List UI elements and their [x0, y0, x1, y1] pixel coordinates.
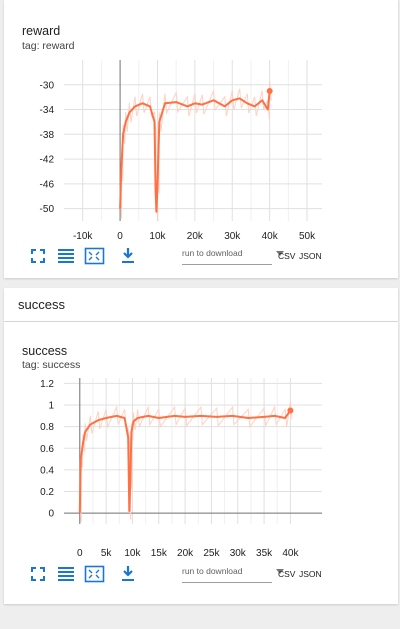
chevron-down-icon: [276, 251, 284, 256]
y-tick-label: -42: [40, 155, 55, 166]
run-download-label: run to download: [182, 248, 243, 258]
download-icon[interactable]: [118, 564, 138, 584]
section-title: success: [18, 297, 65, 312]
csv-link[interactable]: CSV: [278, 251, 296, 261]
series-raw-line: [119, 81, 272, 222]
y-tick-label: -34: [40, 105, 55, 116]
x-tick-label: 30k: [224, 231, 241, 242]
y-tick-label: 0: [48, 509, 54, 520]
fullscreen-icon[interactable]: [28, 564, 48, 584]
card-title: success: [22, 344, 68, 358]
x-tick-label: 20k: [187, 231, 204, 242]
section-header[interactable]: success: [4, 288, 398, 321]
success-card: success tag: success 0 5k 10k 15k 20k 25k 30k 3…: [4, 322, 398, 604]
x-tick-label: 10k: [124, 548, 141, 559]
json-link[interactable]: JSON: [299, 251, 322, 261]
x-tick-label: 25k: [203, 548, 220, 559]
reward-card: reward tag: reward -10k 0 10k 20k 30k 40k 50k -…: [4, 0, 398, 278]
run-download-select[interactable]: run to download: [182, 566, 284, 583]
download-icon[interactable]: [118, 246, 138, 266]
csv-link[interactable]: CSV: [278, 569, 296, 579]
y-tick-label: 0.4: [40, 465, 54, 476]
series-line: [119, 90, 271, 213]
card-tag: tag: reward: [22, 40, 75, 52]
x-tick-label: -10k: [73, 231, 93, 242]
chevron-down-icon: [276, 569, 284, 574]
x-tick-label: 30k: [230, 548, 247, 559]
y-tick-label: -38: [40, 130, 55, 141]
run-download-label: run to download: [182, 566, 243, 576]
series-end-point: [266, 87, 273, 94]
chart-toolbar: run to download CSV JSON: [28, 246, 388, 268]
fit-domain-icon[interactable]: [84, 246, 105, 266]
series-line: [78, 409, 292, 514]
reward-chart[interactable]: -10k 0 10k 20k 30k 40k 50k -30 -34 -38 -42 -46 -50: [4, 58, 398, 244]
series-raw-line: [79, 401, 293, 522]
run-download-select[interactable]: run to download: [182, 248, 284, 265]
y-tick-label: -46: [40, 179, 55, 190]
x-tick-label: 40k: [282, 548, 299, 559]
y-tick-label: -50: [40, 204, 55, 215]
lines-icon[interactable]: [56, 564, 76, 584]
y-tick-label: 0.2: [40, 487, 54, 498]
card-tag: tag: success: [22, 359, 81, 371]
fit-domain-icon[interactable]: [84, 564, 105, 584]
x-tick-label: 10k: [149, 231, 166, 242]
json-link[interactable]: JSON: [299, 569, 322, 579]
lines-icon[interactable]: [56, 246, 76, 266]
series-end-point: [287, 407, 294, 414]
y-tick-label: 0.8: [40, 422, 54, 433]
fullscreen-icon[interactable]: [28, 246, 48, 266]
y-tick-label: 1.2: [40, 379, 54, 390]
x-tick-label: 0: [77, 548, 83, 559]
x-tick-label: 20k: [177, 548, 194, 559]
x-tick-label: 15k: [151, 548, 168, 559]
success-chart[interactable]: 0 5k 10k 15k 20k 25k 30k 35k 40k 1.2 1 0.8 0.6 0.4 0.2…: [4, 376, 398, 560]
x-tick-label: 0: [117, 231, 123, 242]
card-title: reward: [22, 24, 61, 38]
x-tick-label: 40k: [262, 231, 279, 242]
chart-toolbar: run to download CSV JSON: [28, 564, 388, 586]
y-tick-label: 1: [48, 401, 54, 412]
x-tick-label: 35k: [256, 548, 273, 559]
x-tick-label: 50k: [299, 231, 316, 242]
y-tick-label: -30: [40, 80, 55, 91]
y-tick-label: 0.6: [40, 444, 54, 455]
x-tick-label: 5k: [101, 548, 113, 559]
